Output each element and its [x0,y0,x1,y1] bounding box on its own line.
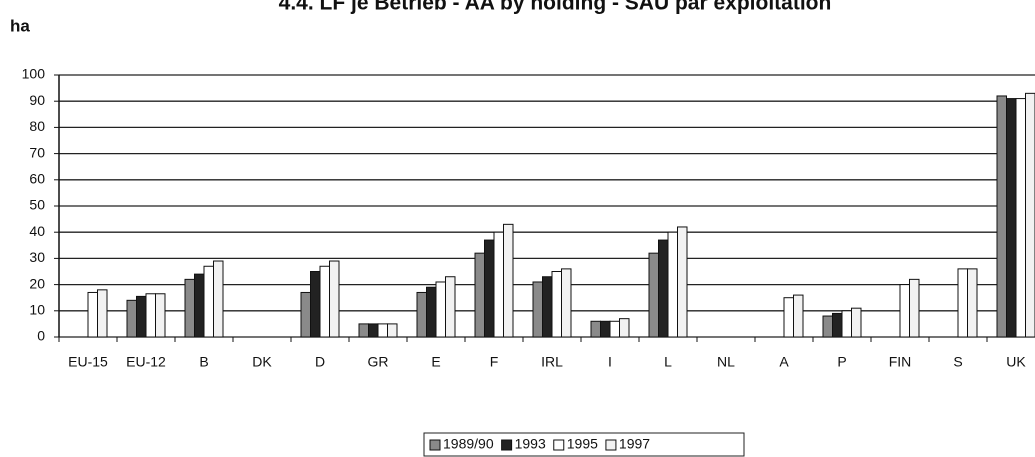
bar [387,323,398,338]
bar [783,297,794,338]
x-tick-label: F [490,354,499,370]
bar [155,293,166,338]
x-tick-label: FIN [889,354,912,370]
bar [793,294,804,338]
bar [648,252,659,338]
bar [426,286,437,338]
legend-label: 1995 [567,436,598,452]
bar [358,323,369,338]
y-tick-label: 60 [29,171,45,187]
bar [368,323,379,338]
y-tick-label: 10 [29,302,45,318]
bar [909,278,920,338]
bar [87,291,98,338]
legend-swatch [429,439,441,451]
bar [957,268,968,338]
legend-label: 1993 [515,436,546,452]
legend-label: 1989/90 [443,436,494,452]
bar [899,284,910,338]
bar [561,268,572,338]
bar [609,320,620,338]
x-tick-label: D [315,354,325,370]
bar [532,281,543,338]
x-tick-label: NL [717,354,735,370]
bar [822,315,833,338]
bar [416,291,427,338]
bar [203,265,214,338]
bar [619,318,630,338]
y-tick-label: 80 [29,118,45,134]
x-tick-label: B [199,354,208,370]
bar [484,239,495,338]
x-tick-label: S [953,354,962,370]
bar [832,312,843,338]
x-tick-label: GR [368,354,389,370]
y-tick-label: 50 [29,197,45,213]
x-tick-label: UK [1006,354,1026,370]
y-tick-label: 20 [29,275,45,291]
bar [194,273,205,338]
bar [841,310,852,338]
bar [319,265,330,338]
legend-swatch [605,439,617,451]
bar [996,95,1007,338]
x-tick-label: IRL [541,354,563,370]
bar [213,260,224,338]
bar [474,252,485,338]
x-tick-label: E [431,354,440,370]
bar [542,276,553,338]
y-tick-label: 0 [37,328,45,344]
chart-title: 4.4. LF je Betrieb - AA by holding - SAU… [279,0,832,15]
bar [1006,98,1017,338]
y-tick-label: 30 [29,249,45,265]
bar [97,289,108,338]
bar [590,320,601,338]
x-tick-label: P [837,354,846,370]
bar [677,226,688,338]
bar [145,293,156,338]
bar [329,260,340,338]
legend-swatch [553,439,565,451]
legend-box [423,432,745,457]
x-tick-label: I [608,354,612,370]
bar [300,291,311,338]
bar [184,278,195,338]
x-tick-label: A [779,354,789,370]
bar [377,323,388,338]
y-axis-label: ha [10,16,30,35]
bar [136,295,147,338]
x-tick-label: EU-12 [126,354,166,370]
bar [600,320,611,338]
y-tick-label: 40 [29,223,45,239]
bar [1025,92,1035,338]
bar [658,239,669,338]
y-tick-label: 100 [22,66,46,82]
legend-swatch [501,439,513,451]
bar [126,299,137,338]
x-tick-label: DK [252,354,272,370]
bar [310,271,321,338]
legend-label: 1997 [619,436,650,452]
bar [851,307,862,338]
bar [493,231,504,338]
y-tick-label: 70 [29,144,45,160]
bar [967,268,978,338]
bar [667,231,678,338]
bar [435,281,446,338]
bar [445,276,456,338]
bar [503,223,514,338]
y-tick-label: 90 [29,92,45,108]
x-tick-label: EU-15 [68,354,108,370]
bar [1015,98,1026,338]
x-tick-label: L [664,354,672,370]
bar [551,271,562,338]
